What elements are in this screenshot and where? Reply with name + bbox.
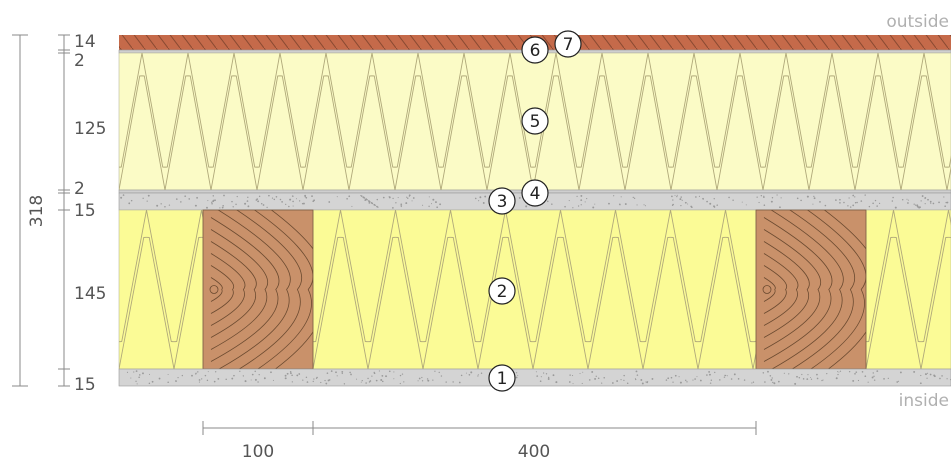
marker-1: 1	[488, 364, 516, 392]
timber-stud-left	[202, 209, 314, 370]
outside-label: outside	[886, 12, 949, 32]
stud-spacing-label: 400	[518, 442, 550, 459]
marker-3: 3	[488, 187, 516, 215]
marker-label: 3	[497, 192, 508, 212]
thickness-label-membrane-lower: 2	[74, 179, 85, 199]
bottom-dimension-line	[202, 421, 757, 435]
layer-dimension-line	[58, 34, 70, 387]
marker-2: 2	[488, 277, 516, 305]
thickness-label-membrane-upper: 2	[74, 51, 85, 71]
marker-4: 4	[521, 179, 549, 207]
thickness-label-cladding: 14	[74, 32, 96, 52]
thickness-label-board-lower: 15	[74, 375, 96, 395]
marker-label: 5	[530, 112, 541, 132]
board-layer-lower	[118, 368, 951, 387]
total-thickness-label: 318	[27, 195, 47, 227]
marker-7: 7	[554, 30, 582, 58]
total-dimension	[12, 34, 28, 387]
marker-label: 7	[563, 35, 574, 55]
thickness-label-insulation-upper: 125	[74, 119, 106, 139]
marker-5: 5	[521, 107, 549, 135]
marker-label: 1	[497, 369, 508, 389]
timber-stud-right	[755, 209, 867, 370]
stud-width-label: 100	[242, 442, 274, 459]
marker-label: 4	[530, 184, 541, 204]
marker-label: 6	[530, 41, 541, 61]
thickness-label-board-upper: 15	[74, 201, 96, 221]
insulation-lower-middle	[312, 209, 757, 370]
marker-6: 6	[521, 36, 549, 64]
marker-label: 2	[497, 282, 508, 302]
thickness-label-insulation-lower: 145	[74, 284, 106, 304]
inside-label: inside	[899, 391, 949, 411]
